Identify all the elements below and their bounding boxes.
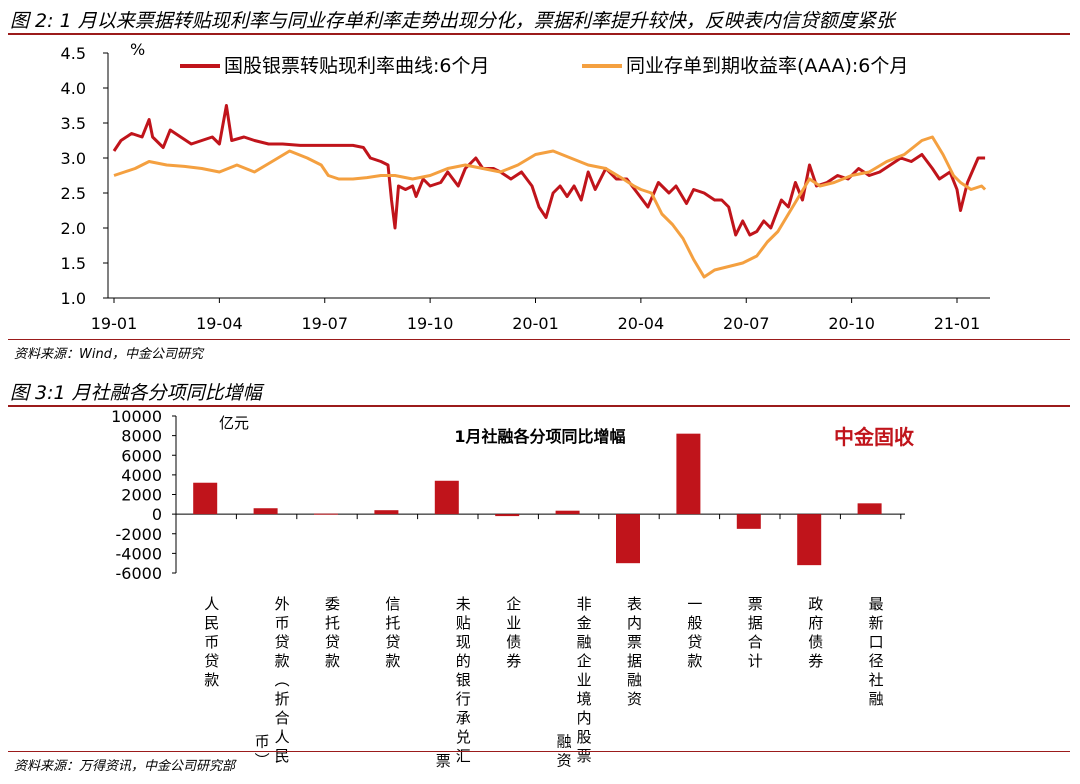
category-label: 票据合计 <box>746 596 764 672</box>
y-tick-label: 2.5 <box>61 184 86 203</box>
bar-11 <box>797 514 822 566</box>
x-tick-label: 20-10 <box>828 314 875 333</box>
category-label: 融资 <box>555 733 573 771</box>
bar-y-tick-label: 10000 <box>111 407 162 426</box>
bar-6 <box>495 514 520 517</box>
y-tick-label: 4.5 <box>61 44 86 63</box>
bar-y-tick-label: -4000 <box>116 544 163 563</box>
figure2-source: 资料来源：万得资讯，中金公司研究部 <box>14 759 236 774</box>
bar-12 <box>857 503 882 515</box>
bar-7 <box>555 510 580 515</box>
y-tick-label: 1.0 <box>61 289 86 308</box>
category-label: 非金融企业境内股票 <box>575 596 593 767</box>
figure1-bottom-rule <box>8 339 1070 340</box>
category-label: 表内票据融资 <box>625 596 643 710</box>
bar-y-unit-label: 亿元 <box>219 414 249 432</box>
figure2-bottom-rule <box>8 751 1070 752</box>
y-tick-label: 4.0 <box>61 79 86 98</box>
bar-10 <box>736 514 761 529</box>
category-label: 政府债券 <box>806 596 824 672</box>
bar-8 <box>616 514 640 564</box>
bar-2 <box>253 508 278 515</box>
y-tick-label: 3.0 <box>61 149 86 168</box>
bar-9 <box>676 433 701 515</box>
category-label: 未贴现的银行承兑汇 <box>454 596 472 767</box>
category-label: 币） <box>253 733 271 771</box>
x-tick-label: 21-01 <box>934 314 981 333</box>
category-label: 票 <box>434 753 452 772</box>
series-line-ncd-yield <box>113 135 987 279</box>
x-tick-label: 19-01 <box>91 314 138 333</box>
line-chart: 1.0 1.5 2.0 2.5 3.0 3.5 4.0 4.5 19-01 19-04 19-07 1… <box>61 40 990 333</box>
legend-label-bill-rate: 国股银票转贴现利率曲线:6个月 <box>224 55 490 77</box>
x-tick-label: 19-07 <box>302 314 349 333</box>
figure1-title: 图 2: 1 月以来票据转贴现利率与同业存单利率走势出现分化，票据利率提升较快，… <box>10 10 895 32</box>
bar-y-tick-label: 2000 <box>121 486 162 505</box>
figure1-title-rule <box>8 33 1070 35</box>
y-tick-label: 1.5 <box>61 254 86 273</box>
bar-y-tick-label: 4000 <box>121 466 162 485</box>
x-tick-label: 19-04 <box>196 314 243 333</box>
legend-label-ncd-yield: 同业存单到期收益率(AAA):6个月 <box>626 55 908 77</box>
watermark-label: 中金固收 <box>834 425 914 449</box>
category-label: 最新口径社融 <box>867 596 885 710</box>
category-label: 外币贷款（折合人民 <box>273 596 291 767</box>
bar-y-tick-label: -6000 <box>116 564 163 583</box>
bar-1 <box>193 482 218 515</box>
figure2-title: 图 3:1 月社融各分项同比增幅 <box>10 382 262 404</box>
bar-y-tick-label: 0 <box>152 505 162 524</box>
category-label: 委托贷款 <box>323 596 341 672</box>
series-line-bill-rate <box>112 104 986 237</box>
category-label: 企业债券 <box>504 595 522 672</box>
category-label: 人民币贷款 <box>202 596 220 691</box>
bar-y-tick-label: -2000 <box>116 525 163 544</box>
y-tick-label: 2.0 <box>61 219 86 238</box>
x-tick-label: 20-04 <box>618 314 665 333</box>
bar-y-tick-label: 8000 <box>121 427 162 446</box>
figure2-title-rule <box>8 405 1070 407</box>
bar-chart-title: 1月社融各分项同比增幅 <box>454 427 625 446</box>
bar-5 <box>434 480 459 515</box>
category-label: 信托贷款 <box>383 596 401 672</box>
bar-3 <box>314 513 338 515</box>
y-tick-label: 3.5 <box>61 114 86 133</box>
x-tick-label: 20-07 <box>723 314 770 333</box>
x-tick-label: 20-01 <box>512 314 559 333</box>
category-label: 一般贷款 <box>685 596 703 672</box>
bar-4 <box>374 510 399 515</box>
y-unit-label: % <box>130 40 145 59</box>
figure1-source: 资料来源：Wind，中金公司研究 <box>14 347 203 362</box>
x-tick-label: 19-10 <box>407 314 454 333</box>
bar-y-tick-label: 6000 <box>121 446 162 465</box>
